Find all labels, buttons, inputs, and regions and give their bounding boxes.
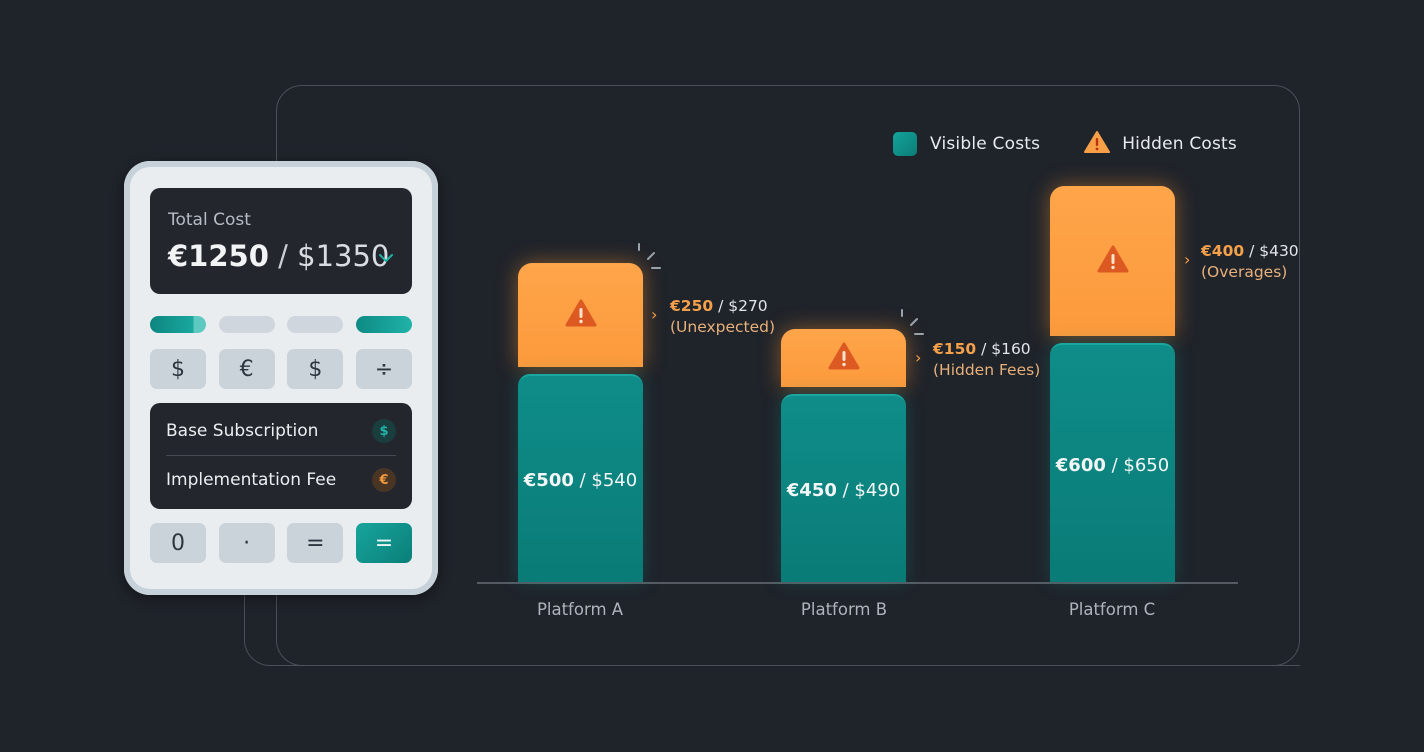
chevron-right-icon: › [1184,250,1191,269]
hidden-cost-annotation: €250 / $270 (Unexpected) [670,297,776,336]
legend-label: Visible Costs [930,134,1041,154]
bar-value: €450 / $490 [786,480,901,501]
bar-visible-platform-c[interactable]: €600 / $650 [1050,343,1175,582]
indicator-pills [150,316,412,333]
key-row-bottom: 0 · = = [150,523,412,563]
bar-value: €600 / $650 [1055,455,1170,476]
warning-triangle-icon [828,342,860,374]
warning-triangle-icon [565,299,597,331]
display-label: Total Cost [168,210,251,230]
euro-key[interactable]: € [218,349,275,389]
bar-hidden-platform-b[interactable] [781,329,906,387]
sparkle-icon [638,243,661,269]
euro-badge-icon: € [372,468,396,492]
x-tick-label: Platform C [1068,600,1156,619]
list-item-label: Implementation Fee [166,470,337,490]
dollar-key[interactable]: $ [287,349,344,389]
zero-key[interactable]: 0 [150,523,206,563]
chevron-down-icon[interactable] [378,248,394,267]
list-item-implementation-fee[interactable]: Implementation Fee € [166,456,396,504]
x-axis-line [477,582,1238,584]
equals-primary-key[interactable]: = [355,523,412,563]
warning-triangle-icon [1084,130,1111,158]
indicator-pill [287,316,344,333]
chevron-right-icon: › [915,348,922,367]
decimal-key[interactable]: · [218,523,275,563]
teal-square-icon [893,132,917,156]
chart-legend: Visible Costs Hidden Costs [893,130,1281,158]
legend-label: Hidden Costs [1122,134,1237,154]
bar-hidden-platform-c[interactable] [1050,186,1175,336]
x-tick-label: Platform A [536,600,624,619]
bar-value: €500 / $540 [523,470,638,491]
indicator-pill [150,316,206,333]
divider [166,455,396,456]
dollar-key[interactable]: $ [150,349,206,389]
list-item-label: Base Subscription [166,421,319,441]
x-tick-label: Platform B [800,600,888,619]
display-value: €1250 / $1350 [168,239,390,273]
chevron-right-icon: › [651,305,658,324]
legend-visible-costs: Visible Costs [893,132,1040,156]
total-cost-display: Total Cost €1250 / $1350 [150,188,412,294]
hidden-cost-annotation: €150 / $160 (Hidden Fees) [933,340,1041,379]
bar-hidden-platform-a[interactable] [518,263,643,367]
bar-visible-platform-a[interactable]: €500 / $540 [518,374,643,582]
key-row-currency: $ € $ ÷ [150,349,412,389]
list-item-base-subscription[interactable]: Base Subscription $ [166,407,396,455]
dollar-badge-icon: $ [372,419,396,443]
indicator-pill [355,316,412,333]
legend-hidden-costs: Hidden Costs [1084,130,1237,158]
hidden-cost-annotation: €400 / $430 (Overages) [1201,242,1299,281]
divide-key[interactable]: ÷ [355,349,412,389]
warning-triangle-icon [1097,245,1129,277]
calculator-widget: Total Cost €1250 / $1350 $ € $ ÷ Base Su… [124,161,438,595]
cost-items-list: Base Subscription $ Implementation Fee € [150,403,412,509]
indicator-pill [218,316,275,333]
bar-visible-platform-b[interactable]: €450 / $490 [781,394,906,582]
sparkle-icon [901,309,924,335]
equals-key[interactable]: = [287,523,344,563]
